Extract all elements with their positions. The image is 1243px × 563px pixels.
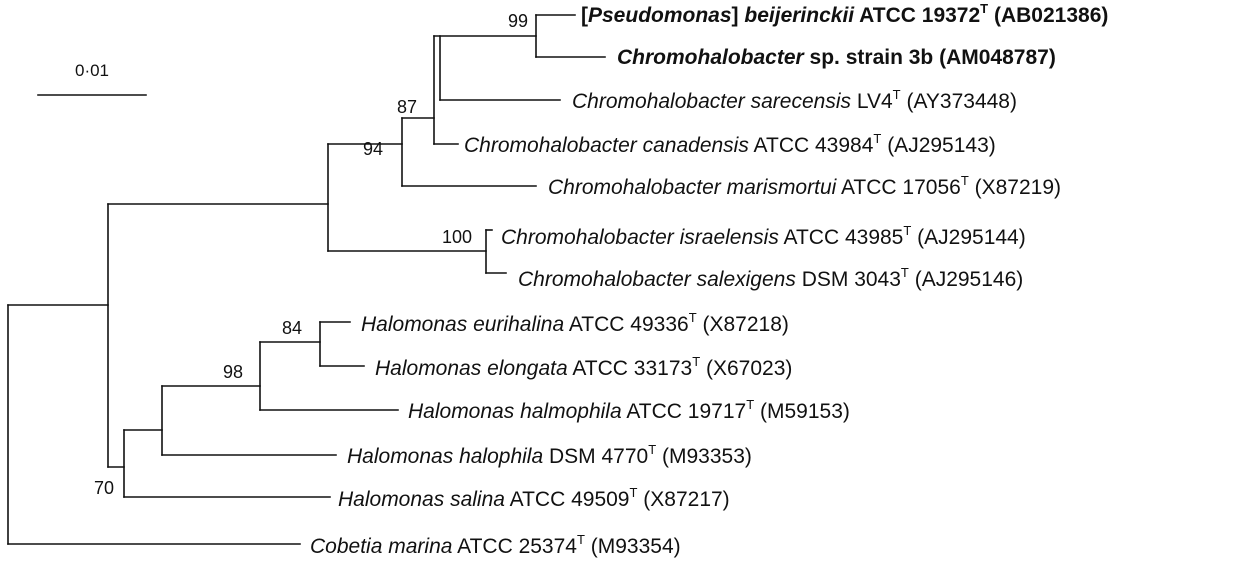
taxon-strain: DSM 4770 — [549, 445, 648, 468]
taxon-label: Halomonas elongata ATCC 33173T (X67023) — [375, 354, 792, 380]
taxon-species: beijerinckii — [744, 4, 855, 27]
type-strain-mark: T — [903, 223, 911, 238]
taxon-label: Chromohalobacter marismortui ATCC 17056T… — [548, 173, 1061, 199]
taxon-strain: ATCC 19372 — [859, 4, 980, 27]
taxon-strain: sp. strain 3b — [810, 46, 934, 69]
taxon-accession: (M93354) — [591, 535, 681, 558]
taxon-accession: (AJ295144) — [917, 226, 1026, 249]
taxon-genus: Halomonas — [408, 400, 515, 423]
taxon-species: marina — [388, 535, 452, 558]
taxon-label: [Pseudomonas] beijerinckii ATCC 19372T (… — [581, 1, 1108, 27]
taxon-species: canadensis — [643, 134, 750, 157]
taxon-strain: LV4 — [857, 90, 893, 113]
taxon-label: Halomonas eurihalina ATCC 49336T (X87218… — [361, 310, 789, 336]
taxon-strain: ATCC 49509 — [510, 488, 630, 511]
scale-bar-label: 0·01 — [75, 61, 109, 80]
taxon-label: Cobetia marina ATCC 25374T (M93354) — [310, 532, 681, 558]
taxon-accession: (M59153) — [760, 400, 850, 423]
taxon-genus: Cobetia — [310, 535, 382, 558]
taxon-genus: Chromohalobacter — [518, 268, 692, 291]
taxon-species: sarecensis — [751, 90, 852, 113]
taxon-strain: ATCC 49336 — [569, 313, 689, 336]
taxon-genus: Halomonas — [375, 357, 482, 380]
taxon-label: Halomonas halophila DSM 4770T (M93353) — [347, 442, 752, 468]
taxon-bracket-open: [ — [581, 4, 588, 27]
taxon-accession: (X87217) — [643, 488, 729, 511]
type-strain-mark: T — [980, 1, 988, 16]
taxon-accession: (AJ295146) — [915, 268, 1024, 291]
type-strain-mark: T — [689, 310, 697, 325]
type-strain-mark: T — [901, 265, 909, 280]
taxon-accession: (X87219) — [975, 176, 1061, 199]
taxon-species: eurihalina — [473, 313, 564, 336]
taxon-accession: (AM048787) — [939, 46, 1056, 69]
type-strain-mark: T — [629, 485, 637, 500]
taxon-genus: Halomonas — [338, 488, 445, 511]
taxon-genus: Halomonas — [347, 445, 454, 468]
type-strain-mark: T — [893, 87, 901, 102]
taxon-label: Chromohalobacter sp. strain 3b (AM048787… — [617, 46, 1056, 69]
taxon-accession: (X67023) — [706, 357, 792, 380]
taxon-strain: ATCC 25374 — [457, 535, 577, 558]
taxon-strain: ATCC 43984 — [754, 134, 874, 157]
type-strain-mark: T — [577, 532, 585, 547]
taxon-genus: Pseudomonas — [588, 4, 732, 27]
taxon-genus: Chromohalobacter — [617, 46, 806, 69]
type-strain-mark: T — [692, 354, 700, 369]
taxon-genus: Chromohalobacter — [501, 226, 675, 249]
taxon-label: Chromohalobacter salexigens DSM 3043T (A… — [518, 265, 1023, 291]
taxon-strain: ATCC 33173 — [572, 357, 692, 380]
scale-bar: 0·01 — [37, 61, 147, 96]
bootstrap-labels: 99 87 94 100 84 98 70 — [94, 11, 528, 498]
taxon-label: Chromohalobacter sarecensis LV4T (AY3734… — [572, 87, 1017, 113]
taxon-genus: Chromohalobacter — [548, 176, 722, 199]
taxon-species: halmophila — [520, 400, 622, 423]
taxon-species: israelensis — [680, 226, 780, 249]
taxon-accession: (AY373448) — [906, 90, 1017, 113]
bootstrap-label: 99 — [508, 11, 528, 31]
bootstrap-label: 70 — [94, 478, 114, 498]
taxon-strain: ATCC 43985 — [784, 226, 904, 249]
type-strain-mark: T — [648, 442, 656, 457]
taxon-label: Chromohalobacter canadensis ATCC 43984T … — [464, 131, 996, 157]
type-strain-mark: T — [961, 173, 969, 188]
taxon-label: Chromohalobacter israelensis ATCC 43985T… — [501, 223, 1026, 249]
taxon-genus: Chromohalobacter — [572, 90, 746, 113]
bootstrap-label: 84 — [282, 318, 302, 338]
taxon-labels: [Pseudomonas] beijerinckii ATCC 19372T (… — [310, 1, 1108, 558]
taxon-accession: (X87218) — [702, 313, 788, 336]
taxon-strain: ATCC 19717 — [626, 400, 746, 423]
taxon-genus: Halomonas — [361, 313, 468, 336]
taxon-species: salina — [450, 488, 505, 511]
taxon-label: Halomonas salina ATCC 49509T (X87217) — [338, 485, 730, 511]
taxon-species: halophila — [459, 445, 543, 468]
type-strain-mark: T — [746, 397, 754, 412]
taxon-accession: (M93353) — [662, 445, 752, 468]
tree-branches — [7, 14, 606, 545]
taxon-genus: Chromohalobacter — [464, 134, 638, 157]
taxon-species: elongata — [487, 357, 568, 380]
taxon-strain: ATCC 17056 — [841, 176, 961, 199]
taxon-bracket-close: ] — [732, 4, 739, 27]
taxon-species: marismortui — [727, 176, 838, 199]
bootstrap-label: 100 — [442, 227, 472, 247]
taxon-accession: (AB021386) — [994, 4, 1108, 27]
type-strain-mark: T — [873, 131, 881, 146]
taxon-accession: (AJ295143) — [887, 134, 996, 157]
bootstrap-label: 87 — [397, 97, 417, 117]
taxon-label: Halomonas halmophila ATCC 19717T (M59153… — [408, 397, 850, 423]
taxon-species: salexigens — [697, 268, 797, 291]
bootstrap-label: 94 — [363, 139, 383, 159]
taxon-strain: DSM 3043 — [802, 268, 901, 291]
bootstrap-label: 98 — [223, 362, 243, 382]
